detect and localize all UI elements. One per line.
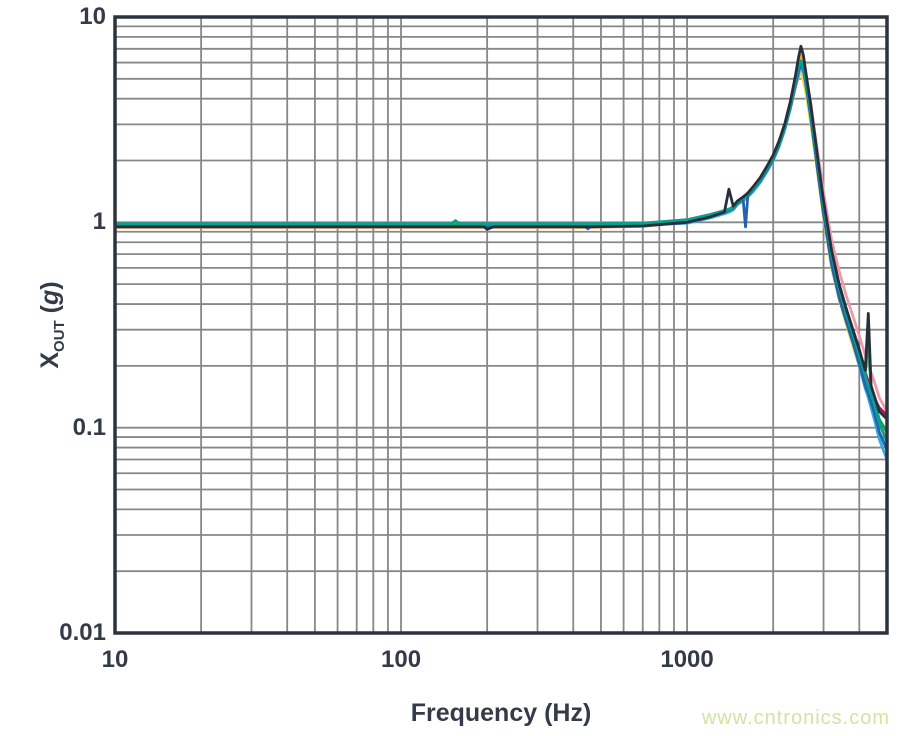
y-tick-label-0.01: 0.01 [59,619,106,646]
y-axis-title-paren-open: ( [36,304,64,321]
grid-lines [115,17,887,633]
x-tick-label-1000: 1000 [660,646,714,673]
x-tick-label-10: 10 [101,646,129,673]
y-tick-label-10: 10 [79,3,106,30]
x-axis-title: Frequency (Hz) [410,699,592,727]
trace-orange [115,54,887,439]
trace-crimson [115,62,887,417]
trace-green [115,59,887,434]
y-axis-title-paren-close: ) [36,281,64,290]
y-axis-title-unit: g [36,289,64,305]
x-tick-label-100: 100 [381,646,422,673]
y-axis-title: XOUT (g) [36,281,68,368]
trace-group [115,44,887,461]
plot-border [113,15,889,635]
trace-navy [115,44,887,421]
y-tick-label-1: 1 [92,208,106,236]
y-axis-title-subscript: OUT [51,320,68,352]
trace-cyan [115,65,887,461]
trace-teal [115,60,887,444]
y-tick-label-0.1: 0.1 [72,413,106,441]
trace-pink [115,67,887,413]
trace-royal-blue [115,61,887,452]
watermark-url: www.cntronics.com [701,707,890,729]
y-axis-title-base: X [36,351,64,369]
